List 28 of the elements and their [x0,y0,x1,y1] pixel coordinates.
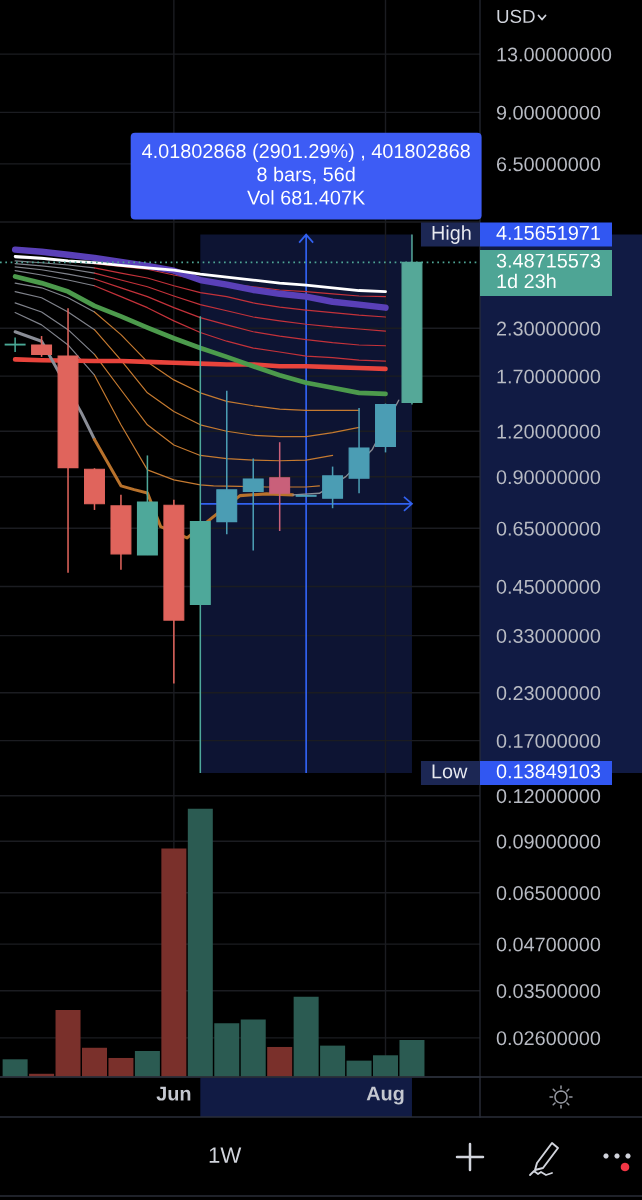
text: 0.13849103 [496,764,601,779]
y-tick-label: 13.00000000 [497,47,612,62]
annotation: Low [432,764,468,779]
y-tick-label: 0.90000000 [496,470,601,485]
y-axis-title: USD [497,9,535,24]
ref-line-label: 3.48715573 1d 23h [496,253,601,289]
annotation: High [432,225,471,244]
y-tick-label: 0.03500000 [496,984,601,999]
y-tick-label: 0.65000000 [496,521,601,536]
y-tick-label: 0.02600000 [496,1031,601,1046]
y-tick-label: 2.30000000 [496,321,601,336]
text: 1W [209,1147,242,1163]
y-tick-label: 0.04700000 [496,937,601,952]
y-tick-label: 0.12000000 [496,789,601,804]
y-tick-label: 6.50000000 [496,157,601,172]
annotation: 4.01802868 (2901.29%) , 401802868 8 bars, 56d Vol 681.407K [142,143,470,205]
y-tick-label: 0.09000000 [496,834,601,849]
y-tick-label: 0.23000000 [496,686,601,701]
y-tick-label: 1.70000000 [497,369,601,384]
y-tick-label: 0.45000000 [496,579,601,594]
text: 4.15651971 [496,225,600,240]
y-tick-label: 0.06500000 [496,886,601,901]
y-tick-label: 9.00000000 [496,105,601,120]
x-tick-label: Aug [366,1086,404,1105]
y-tick-label: 0.33000000 [496,628,601,644]
y-tick-label: 1.20000000 [497,424,601,439]
x-tick-label: Jun [156,1086,191,1101]
y-tick-label: 0.17000000 [496,733,601,748]
